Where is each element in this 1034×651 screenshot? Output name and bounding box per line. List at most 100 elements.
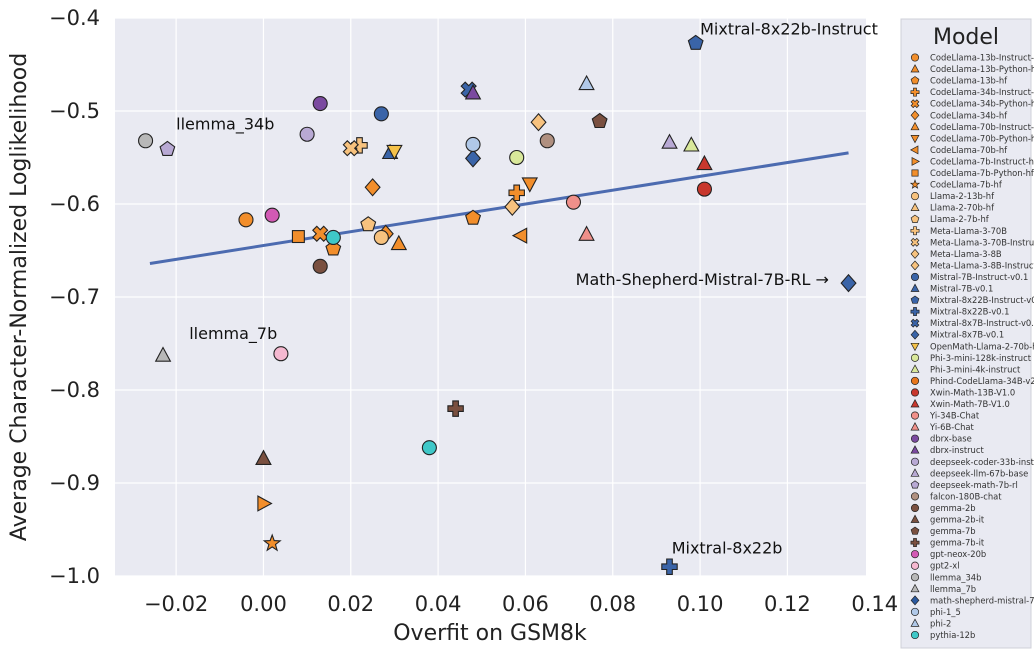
- x-tick-label: 0.04: [415, 592, 462, 616]
- data-point: [325, 240, 342, 256]
- legend-marker: [910, 192, 920, 201]
- data-point: [465, 209, 482, 225]
- legend-entry: llemma_7b: [930, 584, 976, 594]
- x-tick-label: 0.14: [851, 592, 898, 616]
- data-point: [840, 273, 857, 293]
- legend-entry: Phi-3-mini-4k-instruct: [930, 364, 1021, 374]
- legend-entry: CodeLlama-13b-hf: [930, 76, 1008, 86]
- legend-entry: gpt2-xl: [930, 561, 960, 571]
- legend-marker: [910, 514, 920, 523]
- data-point: [312, 258, 328, 274]
- trend-line: [149, 151, 849, 266]
- y-tick-label: −1.0: [49, 564, 100, 588]
- legend-marker: [911, 169, 919, 177]
- legend-marker: [910, 538, 920, 548]
- data-point: [386, 144, 403, 161]
- legend-marker: [910, 364, 920, 373]
- legend-entry: gpt-neox-20b: [930, 549, 986, 559]
- legend-marker: [910, 422, 920, 431]
- legend-marker: [910, 398, 920, 408]
- legend-marker: [910, 99, 920, 109]
- legend-entry: math-shepherd-mistral-7b-rl: [930, 595, 1034, 605]
- legend-entry: gemma-7b: [930, 526, 976, 536]
- legend-marker: [910, 607, 920, 616]
- legend-entry: CodeLlama-34b-Instruct-hf: [930, 87, 1034, 97]
- legend-marker: [910, 630, 920, 640]
- legend-marker: [910, 595, 920, 606]
- legend-entry: deepseek-llm-67b-base: [930, 468, 1028, 478]
- legend-entry: Meta-Llama-3-70B: [930, 226, 1007, 236]
- legend-entry: Yi-6B-Chat: [929, 422, 975, 432]
- legend-entry: Mixtral-8x7B-v0.1: [930, 330, 1004, 340]
- legend-entry: Xwin-Math-7B-V1.0: [930, 399, 1010, 409]
- x-tick-label: 0.08: [589, 592, 636, 616]
- legend-entry: Mixtral-8x22B-v0.1: [930, 307, 1009, 317]
- annotation-label: llemma_34b: [176, 115, 274, 135]
- x-tick-label: 0.12: [764, 592, 811, 616]
- legend-marker: [910, 526, 920, 535]
- data-point: [299, 126, 315, 142]
- annotation-label: Mixtral-8x22b: [672, 539, 783, 558]
- legend-entry: Mistral-7B-Instruct-v0.1: [930, 272, 1028, 282]
- legend-marker: [910, 411, 920, 420]
- legend-marker: [910, 53, 920, 62]
- legend-marker: [910, 503, 920, 513]
- legend-entry: CodeLlama-70b-hf: [930, 145, 1008, 155]
- legend-marker: [910, 214, 920, 223]
- legend-entry: Llama-2-13b-hf: [930, 191, 995, 201]
- data-point: [262, 533, 282, 552]
- legend-marker: [910, 87, 920, 97]
- data-point: [154, 346, 172, 362]
- x-tick-label: 0.10: [677, 592, 724, 616]
- legend-entry: CodeLlama-34b-hf: [930, 110, 1008, 120]
- legend-entry: Llama-2-7b-hf: [930, 214, 990, 224]
- legend-entry: Mistral-7B-v0.1: [930, 284, 993, 294]
- y-tick-label: −0.9: [49, 471, 100, 495]
- y-tick-label: −0.5: [49, 99, 100, 123]
- data-point: [257, 495, 273, 512]
- data-point: [578, 225, 595, 241]
- y-tick-label: −0.4: [49, 6, 100, 30]
- legend-marker: [910, 272, 920, 282]
- legend-title: Model: [933, 25, 999, 50]
- data-point: [683, 136, 700, 152]
- data-point: [291, 230, 305, 244]
- y-axis-label: Average Character-Normalized Loglikeliho…: [7, 53, 32, 541]
- legend-marker: [910, 468, 920, 477]
- legend-marker: [909, 145, 919, 155]
- legend-marker: [910, 202, 920, 211]
- data-point: [312, 225, 329, 242]
- data-point: [255, 449, 272, 465]
- legend-entry: dbrx-instruct: [930, 445, 984, 455]
- legend-marker: [910, 64, 920, 73]
- legend-marker: [910, 248, 920, 259]
- legend-entry: Mixtral-8x7B-Instruct-v0.1: [930, 318, 1034, 328]
- legend-entry: CodeLlama-13b-Python-hf: [930, 64, 1034, 74]
- legend-entry: gemma-2b: [930, 503, 976, 513]
- data-point: [273, 346, 289, 362]
- legend-entry: CodeLlama-7b-hf: [930, 180, 1003, 190]
- legend-entry: CodeLlama-70b-Python-hf: [930, 133, 1034, 143]
- data-point: [447, 400, 464, 417]
- data-point: [508, 184, 525, 202]
- grid: [115, 17, 876, 577]
- data-point: [342, 140, 359, 157]
- annotation-label: llemma_7b: [189, 324, 277, 344]
- data-point: [312, 96, 328, 112]
- legend-entry: CodeLlama-13b-Instruct-hf: [930, 53, 1034, 63]
- data-point: [325, 229, 341, 246]
- legend-marker: [910, 295, 920, 304]
- legend-marker: [910, 583, 920, 593]
- data-point: [464, 84, 482, 100]
- x-tick-label: −0.02: [144, 592, 208, 616]
- data-point: [504, 197, 521, 217]
- legend-entry: gemma-7b-it: [930, 538, 985, 548]
- x-tick-label: 0.00: [240, 592, 287, 616]
- data-point: [159, 140, 176, 156]
- x-axis-label: Overfit on GSM8k: [393, 621, 587, 646]
- x-tick-label: 0.06: [502, 592, 549, 616]
- y-tick-label: −0.6: [49, 192, 100, 216]
- data-point: [509, 149, 525, 166]
- legend-marker: [910, 573, 920, 582]
- data-point: [687, 34, 704, 50]
